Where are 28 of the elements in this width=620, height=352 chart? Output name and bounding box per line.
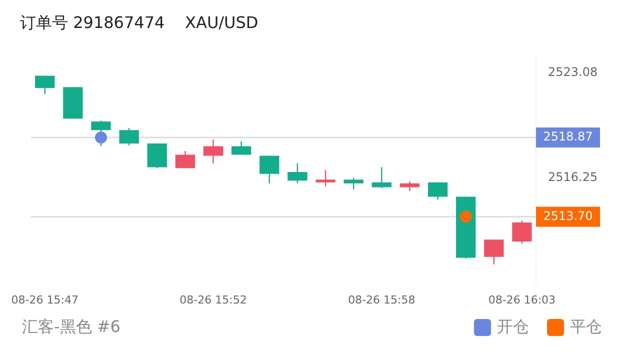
- y-tick-label: 2523.08: [548, 64, 598, 79]
- x-tick-label: 08-26 15:58: [348, 293, 416, 306]
- candlestick: [147, 142, 167, 169]
- candlestick: [484, 239, 504, 265]
- legend-label: 平仓: [570, 316, 602, 338]
- candlestick: [91, 120, 111, 147]
- candlestick: [175, 150, 196, 169]
- chart-title: 订单号 291867474 XAU/USD: [19, 12, 260, 34]
- legend-label: 开仓: [497, 316, 529, 338]
- candlestick: [428, 182, 448, 200]
- candlestick: [203, 139, 224, 164]
- x-tick-label: 08-26 15:52: [180, 293, 247, 306]
- candlestick: [260, 155, 280, 184]
- candlestick: [288, 162, 308, 184]
- x-tick-label: 08-26 16:03: [488, 293, 556, 306]
- candlestick: [231, 140, 252, 156]
- candlestick: [344, 177, 364, 190]
- ref-line-label: 2513.70: [543, 208, 593, 223]
- ref-line-label: 2518.87: [543, 130, 593, 144]
- text: 汇客-黑色 #6: [22, 316, 120, 336]
- candlestick: [372, 166, 392, 189]
- x-tick-label: 08-26 15:47: [11, 293, 78, 306]
- y-tick-label: 2516.25: [548, 170, 598, 184]
- candlestick: [400, 180, 420, 192]
- candlestick: [35, 75, 55, 94]
- candlestick: [512, 220, 532, 244]
- candlestick: [119, 128, 139, 146]
- candlestick: [316, 170, 336, 187]
